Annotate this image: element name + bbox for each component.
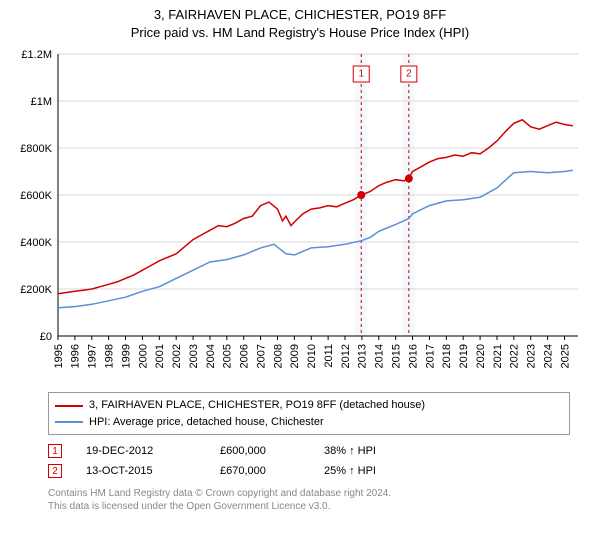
svg-text:2017: 2017 [424, 344, 436, 368]
svg-text:1997: 1997 [87, 344, 99, 368]
svg-text:2024: 2024 [542, 344, 554, 368]
sale-row: 2 13-OCT-2015 £670,000 25% ↑ HPI [48, 461, 570, 481]
svg-text:2023: 2023 [526, 344, 538, 368]
legend-swatch-1 [55, 405, 83, 407]
svg-text:1999: 1999 [120, 344, 132, 368]
svg-text:2020: 2020 [475, 344, 487, 368]
sale-marker: 1 [48, 444, 62, 458]
sale-date: 13-OCT-2015 [86, 465, 196, 477]
svg-text:2010: 2010 [306, 344, 318, 368]
svg-text:2018: 2018 [441, 344, 453, 368]
legend-label-1: 3, FAIRHAVEN PLACE, CHICHESTER, PO19 8FF… [89, 397, 425, 414]
sale-diff: 25% ↑ HPI [324, 465, 404, 477]
svg-text:£800K: £800K [20, 143, 52, 155]
svg-text:2003: 2003 [188, 344, 200, 368]
sale-price: £670,000 [220, 465, 300, 477]
svg-text:2025: 2025 [559, 344, 571, 368]
svg-text:2004: 2004 [205, 344, 217, 368]
svg-text:2016: 2016 [407, 344, 419, 368]
svg-text:2011: 2011 [323, 344, 335, 368]
svg-text:2: 2 [406, 69, 412, 80]
svg-text:2005: 2005 [222, 344, 234, 368]
sale-row: 1 19-DEC-2012 £600,000 38% ↑ HPI [48, 441, 570, 461]
legend-label-2: HPI: Average price, detached house, Chic… [89, 414, 324, 431]
svg-text:2001: 2001 [154, 344, 166, 368]
svg-text:2006: 2006 [239, 344, 251, 368]
sales-table: 1 19-DEC-2012 £600,000 38% ↑ HPI 2 13-OC… [48, 441, 570, 481]
svg-text:2002: 2002 [171, 344, 183, 368]
footer: Contains HM Land Registry data © Crown c… [48, 487, 570, 513]
sale-marker: 2 [48, 464, 62, 478]
svg-text:2015: 2015 [391, 344, 403, 368]
svg-text:£1M: £1M [31, 96, 52, 108]
svg-text:2019: 2019 [458, 344, 470, 368]
svg-text:2009: 2009 [289, 344, 301, 368]
footer-line-2: This data is licensed under the Open Gov… [48, 500, 570, 513]
title-subtitle: Price paid vs. HM Land Registry's House … [0, 24, 600, 42]
svg-text:2012: 2012 [340, 344, 352, 368]
svg-text:£600K: £600K [20, 190, 52, 202]
svg-text:2008: 2008 [272, 344, 284, 368]
svg-text:£200K: £200K [20, 284, 52, 296]
svg-text:1996: 1996 [70, 344, 82, 368]
sale-date: 19-DEC-2012 [86, 445, 196, 457]
svg-text:2022: 2022 [509, 344, 521, 368]
svg-text:2000: 2000 [137, 344, 149, 368]
svg-text:1: 1 [358, 69, 364, 80]
title-address: 3, FAIRHAVEN PLACE, CHICHESTER, PO19 8FF [0, 6, 600, 24]
svg-text:2007: 2007 [255, 344, 267, 368]
svg-text:2014: 2014 [374, 344, 386, 368]
legend: 3, FAIRHAVEN PLACE, CHICHESTER, PO19 8FF… [48, 392, 570, 435]
title-block: 3, FAIRHAVEN PLACE, CHICHESTER, PO19 8FF… [0, 0, 600, 46]
svg-text:£0: £0 [40, 331, 52, 343]
legend-row-2: HPI: Average price, detached house, Chic… [55, 414, 563, 431]
chart-container: 3, FAIRHAVEN PLACE, CHICHESTER, PO19 8FF… [0, 0, 600, 513]
footer-line-1: Contains HM Land Registry data © Crown c… [48, 487, 570, 500]
svg-text:2013: 2013 [357, 344, 369, 368]
sale-price: £600,000 [220, 445, 300, 457]
chart-svg: £0 £200K £400K £600K £800K £1M £1.2M 1995 1996 19… [10, 46, 590, 386]
svg-text:£400K: £400K [20, 237, 52, 249]
chart: £0 £200K £400K £600K £800K £1M £1.2M 1995 1996 19… [10, 46, 590, 386]
svg-text:£1.2M: £1.2M [21, 49, 52, 61]
legend-row-1: 3, FAIRHAVEN PLACE, CHICHESTER, PO19 8FF… [55, 397, 563, 414]
legend-swatch-2 [55, 421, 83, 423]
svg-text:1998: 1998 [103, 344, 115, 368]
svg-text:1995: 1995 [53, 344, 65, 368]
sale-diff: 38% ↑ HPI [324, 445, 404, 457]
svg-text:2021: 2021 [492, 344, 504, 368]
